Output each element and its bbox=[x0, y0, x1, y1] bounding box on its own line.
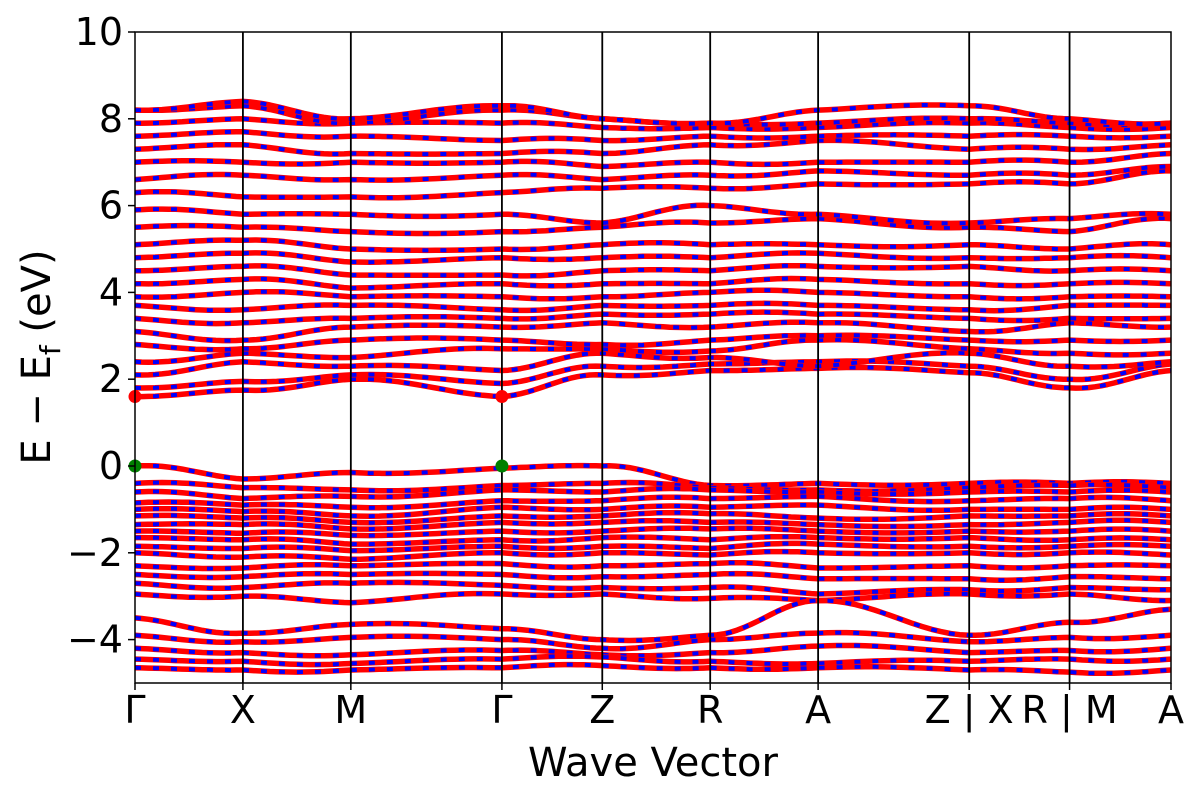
band-line-spin-down bbox=[135, 129, 1171, 143]
y-axis-ticks: 10 8 6 4 2 0 −2 −4 bbox=[67, 10, 135, 662]
band-line-spin-down bbox=[135, 237, 1171, 253]
y-axis-title-subscript: f bbox=[34, 344, 67, 355]
y-tick-label: 2 bbox=[99, 357, 123, 401]
x-tick-label: M bbox=[334, 688, 367, 732]
y-tick-label: −4 bbox=[67, 618, 123, 662]
band-line-spin-down bbox=[135, 503, 1171, 519]
band-line-spin-down bbox=[135, 643, 1171, 658]
band-line-spin-down bbox=[135, 518, 1171, 532]
y-tick-label: 4 bbox=[99, 270, 123, 314]
band-line-spin-down bbox=[135, 365, 1171, 399]
x-tick-label: A bbox=[805, 688, 831, 732]
x-tick-label: R bbox=[697, 688, 723, 732]
y-axis-title-unit: (eV) bbox=[14, 249, 60, 345]
band-line-spin-down bbox=[135, 630, 1171, 651]
band-line-spin-down bbox=[135, 350, 1171, 378]
band-line-spin-down bbox=[135, 99, 1171, 127]
band-line-spin-down bbox=[135, 263, 1171, 278]
x-axis-title: Wave Vector bbox=[528, 740, 779, 786]
extrema-markers bbox=[128, 390, 509, 473]
band-line-spin-down bbox=[135, 591, 1171, 605]
y-tick-label: −2 bbox=[67, 531, 123, 575]
band-line-spin-down bbox=[135, 541, 1171, 553]
band-line-spin-down bbox=[135, 480, 1171, 494]
band-line-spin-down bbox=[135, 654, 1171, 667]
band-line-spin-down bbox=[135, 662, 1171, 676]
band-line-spin-down bbox=[135, 463, 1171, 488]
band-line-spin-down bbox=[135, 359, 1171, 391]
band-line-spin-down bbox=[135, 494, 1171, 510]
band-line-spin-down bbox=[135, 337, 1171, 365]
band-edge-marker bbox=[495, 459, 509, 473]
band-line-spin-down bbox=[135, 288, 1171, 301]
band-line-spin-down bbox=[135, 320, 1171, 343]
y-tick-label: 0 bbox=[99, 444, 123, 488]
band-line-spin-down bbox=[135, 333, 1171, 352]
band-line-spin-down bbox=[135, 216, 1171, 236]
band-line-spin-down bbox=[135, 571, 1171, 583]
band-line-spin-down bbox=[135, 203, 1171, 226]
band-line-spin-down bbox=[135, 250, 1171, 265]
high-symmetry-lines bbox=[242, 32, 1071, 683]
bands-layer bbox=[135, 98, 1171, 677]
x-tick-label: X bbox=[230, 688, 256, 732]
y-axis-title-main: E − E bbox=[14, 355, 60, 465]
band-line-spin-down bbox=[135, 534, 1171, 547]
band-line-spin-down bbox=[135, 168, 1171, 200]
y-tick-label: 8 bbox=[99, 97, 123, 141]
band-edge-marker bbox=[495, 390, 509, 404]
x-tick-label: Z bbox=[589, 688, 615, 732]
band-line-spin-down bbox=[135, 301, 1171, 313]
y-tick-label: 6 bbox=[99, 184, 123, 228]
y-axis-title: E − Ef (eV) bbox=[14, 249, 67, 464]
band-line-spin-down bbox=[135, 151, 1171, 169]
band-line-spin-down bbox=[135, 549, 1171, 562]
band-line-spin-down bbox=[135, 510, 1171, 525]
plot-frame bbox=[134, 31, 1172, 684]
y-tick-label: 10 bbox=[75, 10, 123, 54]
band-line-spin-down bbox=[135, 116, 1171, 132]
x-tick-label: Z | X bbox=[925, 688, 1014, 733]
band-line-spin-down bbox=[135, 276, 1171, 291]
band-line-spin-down bbox=[135, 310, 1171, 326]
band-line-spin-down bbox=[135, 598, 1171, 643]
x-tick-label: A bbox=[1158, 688, 1184, 732]
band-line-spin-down bbox=[135, 486, 1171, 501]
band-line-spin-down bbox=[135, 138, 1171, 157]
band-line-spin-down bbox=[135, 580, 1171, 597]
x-tick-label: Γ bbox=[124, 688, 145, 732]
band-line-spin-down bbox=[135, 526, 1171, 538]
band-line-spin-down bbox=[135, 560, 1171, 571]
x-tick-label: Γ bbox=[491, 688, 512, 732]
band-line-spin-down bbox=[135, 164, 1171, 183]
x-tick-label: R | M bbox=[1021, 688, 1117, 733]
